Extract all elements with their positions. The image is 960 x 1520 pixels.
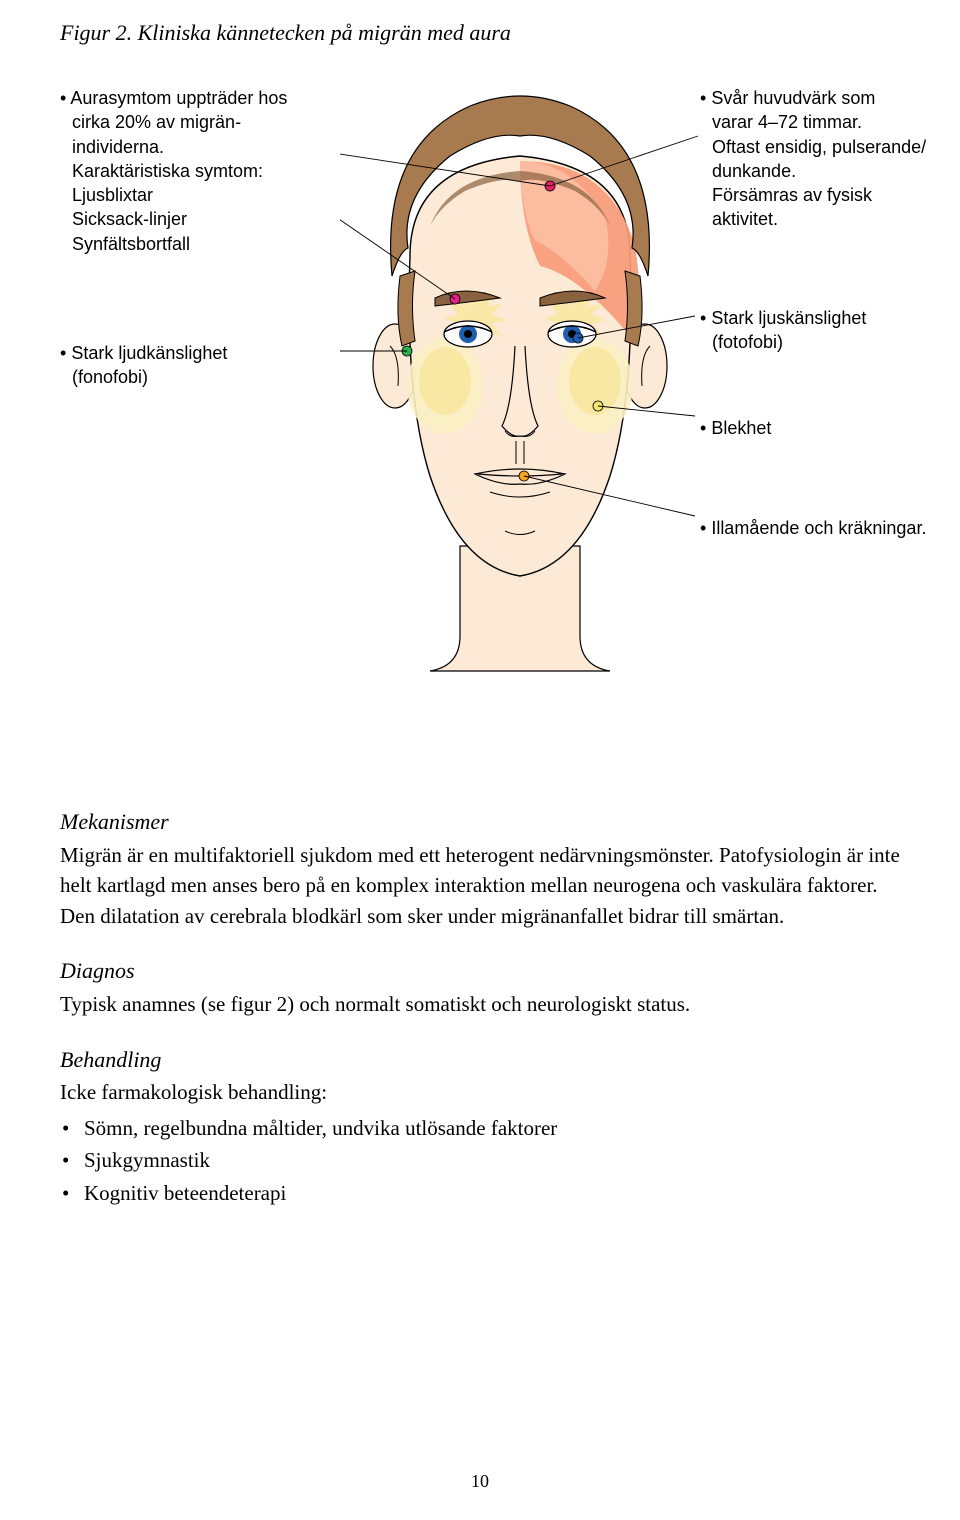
list-item: Sjukgymnastik xyxy=(60,1144,900,1177)
face-illustration xyxy=(340,76,700,676)
para-mekanismer: Migrän är en multifaktoriell sjukdom med… xyxy=(60,840,900,931)
label-headache: Svår huvudvärk som varar 4–72 timmar. Of… xyxy=(700,86,960,232)
text: Svår huvudvärk som xyxy=(711,88,875,108)
label-nausea: Illamående och kräkningar. xyxy=(700,516,960,540)
heading-behandling: Behandling xyxy=(60,1044,900,1076)
text: (fotofobi) xyxy=(700,330,920,354)
label-aura-symptoms: Aurasymtom uppträder hos cirka 20% av mi… xyxy=(60,86,320,256)
figure-title: Figur 2. Kliniska kännetecken på migrän … xyxy=(60,20,900,46)
text: Ljusblixtar xyxy=(60,183,320,207)
text: Synfältsbortfall xyxy=(60,232,320,256)
body-text: Mekanismer Migrän är en multifaktoriell … xyxy=(60,806,900,1210)
list-item: Sömn, regelbundna måltider, undvika utlö… xyxy=(60,1112,900,1145)
text: individerna. xyxy=(60,135,320,159)
heading-mekanismer: Mekanismer xyxy=(60,806,900,838)
heading-diagnos: Diagnos xyxy=(60,955,900,987)
text: Blekhet xyxy=(711,418,771,438)
text: cirka 20% av migrän- xyxy=(60,110,320,134)
text: dunkande. xyxy=(700,159,960,183)
text: Sicksack-linjer xyxy=(60,207,320,231)
page-number: 10 xyxy=(0,1471,960,1492)
list-item: Kognitiv beteendeterapi xyxy=(60,1177,900,1210)
para-behandling-intro: Icke farmakologisk behandling: xyxy=(60,1077,900,1107)
text: Stark ljudkänslighet xyxy=(71,343,227,363)
text: aktivitet. xyxy=(700,207,960,231)
text: Oftast ensidig, pulserande/ xyxy=(700,135,960,159)
label-phonophobia: Stark ljudkänslighet (fonofobi) xyxy=(60,341,280,390)
label-photophobia: Stark ljuskänslighet (fotofobi) xyxy=(700,306,920,355)
para-diagnos: Typisk anamnes (se figur 2) och normalt … xyxy=(60,989,900,1019)
text: Illamående och kräkningar. xyxy=(711,518,926,538)
diagram: Aurasymtom uppträder hos cirka 20% av mi… xyxy=(60,86,900,706)
treatment-list: Sömn, regelbundna måltider, undvika utlö… xyxy=(60,1112,900,1210)
text: varar 4–72 timmar. xyxy=(700,110,960,134)
text: Karaktäristiska symtom: xyxy=(60,159,320,183)
text: Försämras av fysisk xyxy=(700,183,960,207)
label-pallor: Blekhet xyxy=(700,416,920,440)
text: (fonofobi) xyxy=(60,365,280,389)
text: Stark ljuskänslighet xyxy=(711,308,866,328)
text: Aurasymtom uppträder hos xyxy=(70,88,287,108)
